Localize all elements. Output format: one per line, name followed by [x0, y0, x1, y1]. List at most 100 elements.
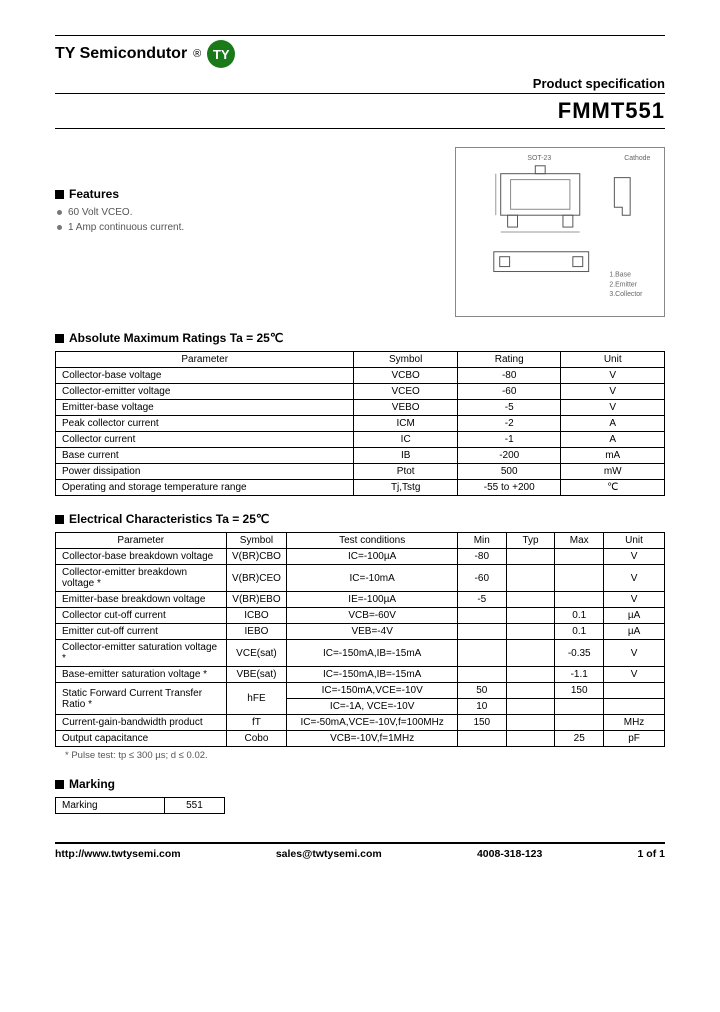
brand-name: TY Semicondutor — [55, 45, 187, 63]
part-number: FMMT551 — [558, 98, 665, 124]
cell: µA — [604, 624, 665, 640]
abs-col: Parameter — [56, 352, 354, 368]
brand-logo-icon: TY — [207, 40, 235, 68]
cell: V(BR)EBO — [226, 592, 287, 608]
elec-col: Test conditions — [287, 533, 458, 549]
table-row: Current-gain-bandwidth productfTIC=-50mA… — [56, 715, 665, 731]
cell: -80 — [457, 549, 506, 565]
cell: Emitter-base breakdown voltage — [56, 592, 227, 608]
cell: VCB=-60V — [287, 608, 458, 624]
abs-col: Symbol — [354, 352, 458, 368]
footer-phone: 4008-318-123 — [477, 848, 542, 860]
bullet-dot-icon — [57, 225, 62, 230]
elec-table: ParameterSymbolTest conditionsMinTypMaxU… — [55, 532, 665, 747]
cell: V — [604, 640, 665, 667]
marking-table: Marking 551 — [55, 797, 225, 814]
elec-col: Min — [457, 533, 506, 549]
cell — [555, 565, 604, 592]
cell: IC=-100µA — [287, 549, 458, 565]
elec-section: Electrical Characteristics Ta = 25℃ Para… — [55, 512, 665, 761]
cell: Peak collector current — [56, 416, 354, 432]
cell: V — [604, 592, 665, 608]
svg-text:3.Collector: 3.Collector — [609, 291, 643, 298]
cell: 150 — [555, 683, 604, 699]
cell: -60 — [457, 384, 561, 400]
cell: 0.1 — [555, 608, 604, 624]
cell: -5 — [457, 400, 561, 416]
pkg-top-label: SOT-23 — [527, 155, 551, 162]
cell: ICM — [354, 416, 458, 432]
cell: Collector-emitter breakdown voltage * — [56, 565, 227, 592]
abs-table: ParameterSymbolRatingUnit Collector-base… — [55, 351, 665, 496]
cell: V — [604, 549, 665, 565]
cell — [506, 699, 555, 715]
cell: -80 — [457, 368, 561, 384]
features-heading-text: Features — [69, 187, 119, 201]
pulse-note: * Pulse test: tp ≤ 300 µs; d ≤ 0.02. — [65, 750, 665, 761]
cell: Cobo — [226, 731, 287, 747]
cell: V — [561, 400, 665, 416]
cell: IB — [354, 448, 458, 464]
features-block: Features 60 Volt VCEO.1 Amp continuous c… — [55, 147, 435, 317]
cell — [506, 565, 555, 592]
table-row: Collector cut-off currentICBOVCB=-60V0.1… — [56, 608, 665, 624]
cell: IC=-150mA,IB=-15mA — [287, 667, 458, 683]
cell: IEBO — [226, 624, 287, 640]
table-row: Collector currentIC-1A — [56, 432, 665, 448]
cell: Power dissipation — [56, 464, 354, 480]
cell: Emitter cut-off current — [56, 624, 227, 640]
cell: V(BR)CBO — [226, 549, 287, 565]
cell: Emitter-base voltage — [56, 400, 354, 416]
cell — [506, 731, 555, 747]
table-row: Output capacitanceCoboVCB=-10V,f=1MHz25p… — [56, 731, 665, 747]
footer: http://www.twtysemi.com sales@twtysemi.c… — [55, 842, 665, 860]
table-row: Static Forward Current Transfer Ratio *h… — [56, 683, 665, 699]
cell: IC=-1A, VCE=-10V — [287, 699, 458, 715]
cell: -55 to +200 — [457, 480, 561, 496]
footer-page: 1 of 1 — [638, 848, 665, 860]
cell: hFE — [226, 683, 287, 715]
cell: Collector-emitter voltage — [56, 384, 354, 400]
cell: VBE(sat) — [226, 667, 287, 683]
cell: ICBO — [226, 608, 287, 624]
elec-col: Typ — [506, 533, 555, 549]
elec-col: Max — [555, 533, 604, 549]
footer-url: http://www.twtysemi.com — [55, 848, 181, 860]
cell: Ptot — [354, 464, 458, 480]
marking-value: 551 — [164, 798, 224, 814]
cell: Operating and storage temperature range — [56, 480, 354, 496]
cell: V — [604, 565, 665, 592]
marking-heading-text: Marking — [69, 777, 115, 791]
elec-col: Parameter — [56, 533, 227, 549]
table-row: Emitter cut-off currentIEBOVEB=-4V0.1µA — [56, 624, 665, 640]
cell: IC=-150mA,IB=-15mA — [287, 640, 458, 667]
abs-col: Unit — [561, 352, 665, 368]
cell: IC=-10mA — [287, 565, 458, 592]
cell — [506, 667, 555, 683]
marking-section: Marking Marking 551 — [55, 777, 665, 814]
table-row: Collector-emitter saturation voltage *VC… — [56, 640, 665, 667]
table-row: Power dissipationPtot500mW — [56, 464, 665, 480]
square-bullet-icon — [55, 780, 64, 789]
table-row: Emitter-base breakdown voltageV(BR)EBOIE… — [56, 592, 665, 608]
cell: -0.35 — [555, 640, 604, 667]
table-row: Collector-base voltageVCBO-80V — [56, 368, 665, 384]
marking-label: Marking — [56, 798, 165, 814]
cell: VCBO — [354, 368, 458, 384]
cell: VEBO — [354, 400, 458, 416]
svg-text:2.Emitter: 2.Emitter — [609, 281, 637, 288]
cell: VCB=-10V,f=1MHz — [287, 731, 458, 747]
features-heading: Features — [55, 187, 435, 201]
table-row: Peak collector currentICM-2A — [56, 416, 665, 432]
table-row: Base-emitter saturation voltage *VBE(sat… — [56, 667, 665, 683]
cell: V — [561, 368, 665, 384]
square-bullet-icon — [55, 190, 64, 199]
square-bullet-icon — [55, 334, 64, 343]
elec-heading: Electrical Characteristics Ta = 25℃ — [55, 512, 665, 526]
cell: VCEO — [354, 384, 458, 400]
cell — [555, 699, 604, 715]
cell: VCE(sat) — [226, 640, 287, 667]
cell — [506, 549, 555, 565]
table-row: Emitter-base voltageVEBO-5V — [56, 400, 665, 416]
feature-text: 1 Amp continuous current. — [68, 222, 184, 233]
